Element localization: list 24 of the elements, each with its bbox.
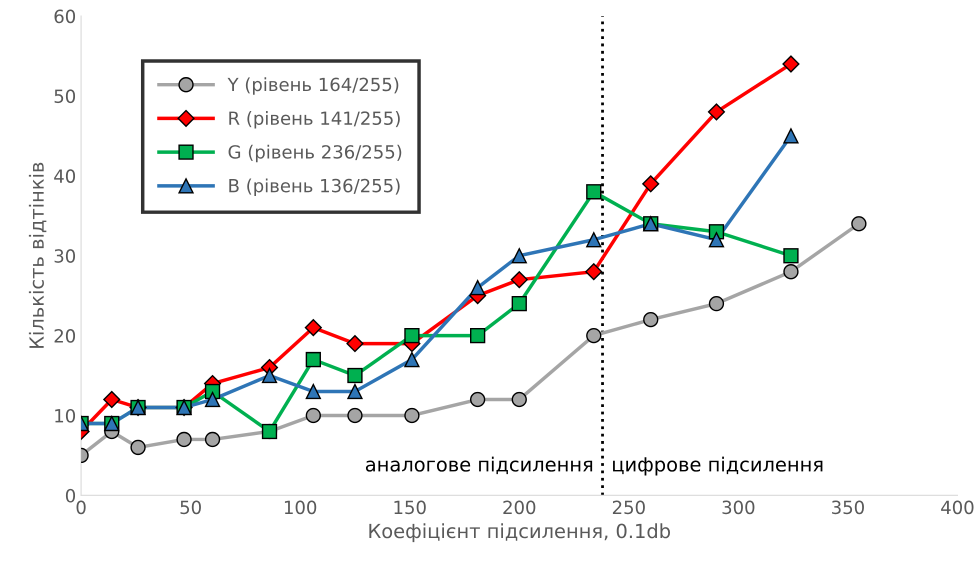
x-tick-label: 50: [180, 500, 201, 514]
x-tick-label: 250: [612, 500, 645, 514]
legend-label: R (рівень 141/255): [229, 111, 400, 128]
y-tick-label: 30: [54, 249, 76, 263]
x-tick-label: 200: [503, 500, 536, 514]
annotation: цифрове підсилення: [613, 456, 822, 476]
annotation: аналогове підсилення: [366, 456, 592, 474]
y-tick-label: 0: [66, 488, 76, 502]
y-axis-title: Кількість відтінків: [28, 162, 46, 348]
x-tick-label: 300: [722, 500, 754, 514]
x-tick-label: 400: [941, 500, 974, 514]
y-tick-label: 10: [55, 408, 76, 423]
legend-label: B (рівень 136/255): [229, 178, 400, 196]
x-tick-label: 0: [76, 500, 86, 514]
y-tick-label: 60: [54, 10, 76, 24]
y-tick-label: 50: [54, 89, 76, 104]
x-tick-label: 350: [832, 500, 864, 514]
y-tick-label: 40: [54, 169, 76, 183]
x-axis-title: Коефіцієнт підсилення, 0.1db: [369, 523, 670, 542]
x-tick-label: 150: [394, 500, 426, 514]
legend-label: G (рівень 236/255): [228, 144, 402, 162]
y-tick-label: 20: [54, 329, 76, 343]
x-tick-label: 100: [284, 500, 316, 514]
legend-label: Y (рівень 164/255): [228, 77, 398, 95]
